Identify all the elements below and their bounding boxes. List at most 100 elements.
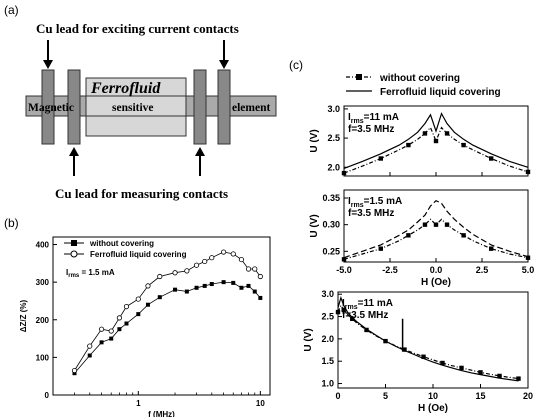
data-point-b-2 xyxy=(98,326,105,332)
panel-b-tag: (b) xyxy=(4,216,19,230)
data-point-c1-1 xyxy=(341,170,347,176)
data-point-c1-1 xyxy=(378,156,383,161)
data-point-b-1 xyxy=(173,287,178,292)
y-tick-label-c3: 1.5 xyxy=(321,356,334,366)
series-line-c3-1 xyxy=(337,304,519,380)
annotation-current-c2: Irms=1.5 mA xyxy=(348,196,402,209)
panel-c: (c) without covering Ferrofluid liquid c… xyxy=(289,58,534,414)
data-point-b-1 xyxy=(209,282,214,287)
data-point-c3-1 xyxy=(350,316,355,321)
arrow-down-icon xyxy=(219,40,229,69)
measure-lead-right xyxy=(193,69,207,145)
data-point-c2-1 xyxy=(444,222,450,227)
x-tick-label-c3: 10 xyxy=(428,391,438,401)
data-point-b-1 xyxy=(231,280,236,285)
annotation-frequency-c1: f=3.5 MHz xyxy=(348,124,394,135)
data-point-c3-1 xyxy=(478,370,483,375)
data-point-c2-1 xyxy=(461,233,466,238)
element-word-1: Magnetic xyxy=(28,102,74,114)
chart-b: 0 100 200 300 400 1 10 ΔZ/Z (%) f (MHz) xyxy=(19,236,271,417)
data-point-b-2 xyxy=(172,270,178,276)
y-tick-label-c3: 2.0 xyxy=(321,334,334,344)
data-point-b-1 xyxy=(109,336,114,341)
x-tick-label-c2: 5.0 xyxy=(522,265,535,275)
plot-frame-b xyxy=(52,236,271,396)
ferrofluid-region xyxy=(85,77,187,137)
data-point-b-2 xyxy=(123,303,130,310)
x-tick-label-c2: -5.0 xyxy=(336,265,352,275)
data-point-c2-1 xyxy=(378,246,383,251)
arrow-up-icon xyxy=(69,147,79,176)
series-line-c1-1 xyxy=(343,126,529,174)
annotation-current-c3: Irms=11 mA xyxy=(342,298,393,311)
data-point-b-2 xyxy=(184,268,190,274)
data-point-c2-1 xyxy=(525,255,531,260)
x-tick-label-b: 10 xyxy=(256,399,265,408)
arrow-up-icon xyxy=(195,147,205,176)
element-word-2: sensitive xyxy=(112,102,154,114)
data-point-b-2 xyxy=(245,266,252,272)
data-point-c2-1 xyxy=(422,222,428,227)
y-axis-label-c2: U (V) xyxy=(309,214,320,237)
panel-a: (a) Cu lead for exciting current contact… xyxy=(4,3,277,201)
x-axis-label-c2: H (Oe) xyxy=(421,277,451,288)
top-caption: Cu lead for exciting current contacts xyxy=(36,21,239,36)
data-point-c3-1 xyxy=(459,365,464,371)
data-point-b-2 xyxy=(116,315,122,321)
data-point-b-2 xyxy=(209,255,215,261)
data-point-c3-1 xyxy=(516,376,521,381)
data-point-b-2 xyxy=(257,273,263,280)
y-tick-label-b: 400 xyxy=(36,241,50,250)
data-point-c1-1 xyxy=(489,156,494,161)
data-point-b-1 xyxy=(184,289,189,294)
x-tick-label-c2: -2.5 xyxy=(382,265,398,275)
ferrofluid-label: Ferrofluid xyxy=(90,80,161,97)
data-point-c3-1 xyxy=(421,354,426,359)
data-point-c3-1 xyxy=(440,360,445,366)
y-tick-label-c1: 3.0 xyxy=(327,104,340,114)
data-point-b-1 xyxy=(99,340,104,345)
panel-c-tag: (c) xyxy=(289,58,303,72)
legend-c-label-1: without covering xyxy=(379,73,460,84)
data-point-b-2 xyxy=(157,273,163,280)
data-point-c3-1 xyxy=(497,373,502,379)
bottom-caption: Cu lead for measuring contacts xyxy=(55,186,228,201)
element-word-3: element xyxy=(232,102,270,114)
data-point-c1-1 xyxy=(422,131,428,136)
legend-c: without covering Ferrofluid liquid cover… xyxy=(346,73,501,98)
y-tick-label-c2: 0.30 xyxy=(322,220,340,230)
data-point-b-2 xyxy=(135,296,141,302)
legend-marker-square xyxy=(356,74,362,80)
data-point-c2-1 xyxy=(433,222,439,227)
series-line-c2-1 xyxy=(343,218,529,260)
data-point-b-1 xyxy=(194,285,199,290)
data-point-b-2 xyxy=(71,367,78,374)
data-point-b-2 xyxy=(252,266,258,272)
data-point-c3-1 xyxy=(341,307,346,313)
y-tick-label-c3: 2.5 xyxy=(321,312,334,322)
annotation-current-c1: Irms=11 mA xyxy=(348,112,399,125)
data-point-b-2 xyxy=(193,262,200,268)
data-point-b-1 xyxy=(252,289,257,294)
y-tick-label-c2: 0.35 xyxy=(322,193,340,203)
data-point-b-1 xyxy=(136,312,141,317)
current-lead-left xyxy=(41,69,55,145)
data-point-c2-1 xyxy=(341,257,347,262)
data-point-b-1 xyxy=(239,285,244,290)
data-point-c1-1 xyxy=(525,169,531,175)
x-axis-label-b: f (MHz) xyxy=(148,410,175,417)
panel-a-tag: (a) xyxy=(4,3,19,17)
annotation-b: Irms = 1.5 mA xyxy=(66,268,115,279)
y-tick-label-b: 100 xyxy=(36,353,50,362)
legend-b-label-2: Ferrofluid liquid covering xyxy=(90,250,187,259)
y-tick-label-b: 0 xyxy=(45,391,50,400)
legend-c-label-2: Ferrofluid liquid covering xyxy=(380,87,501,98)
legend-marker-circle xyxy=(70,250,78,258)
data-point-b-1 xyxy=(246,283,251,288)
legend-b-label-1: without covering xyxy=(89,239,154,248)
data-point-b-2 xyxy=(238,256,245,263)
data-point-c1-1 xyxy=(444,131,450,136)
y-tick-label-b: 300 xyxy=(36,278,50,287)
annotation-frequency-c2: f=3.5 MHz xyxy=(348,208,394,219)
